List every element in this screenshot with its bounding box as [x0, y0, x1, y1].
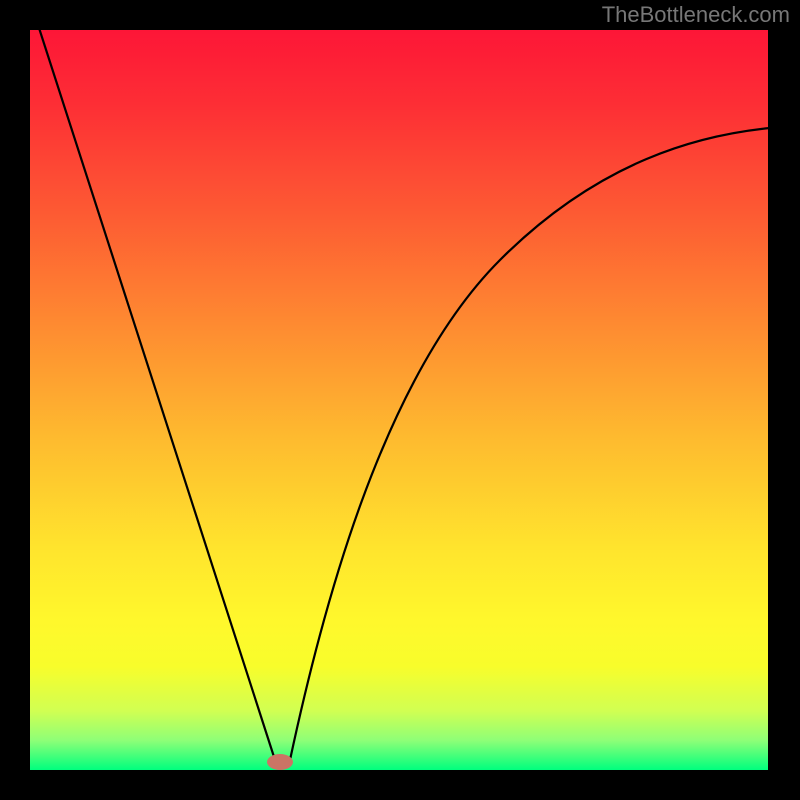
chart-container: TheBottleneck.com: [0, 0, 800, 800]
watermark-text: TheBottleneck.com: [602, 2, 790, 28]
plot-background: [30, 30, 768, 770]
bottleneck-chart: [0, 0, 800, 800]
minimum-marker: [267, 754, 293, 770]
